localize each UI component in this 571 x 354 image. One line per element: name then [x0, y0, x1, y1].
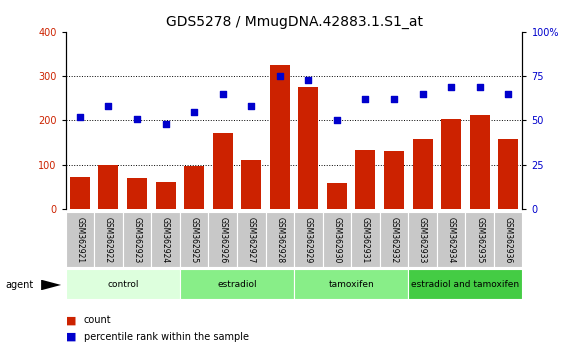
Bar — [237, 212, 266, 267]
Bar — [323, 212, 351, 267]
Point — [304, 77, 313, 82]
Bar — [470, 115, 490, 209]
Bar — [498, 139, 518, 209]
Point — [132, 116, 142, 121]
Bar — [94, 212, 123, 267]
Text: ■: ■ — [66, 315, 76, 325]
Bar — [408, 269, 522, 299]
Point — [389, 96, 399, 102]
Bar — [127, 178, 147, 209]
Point — [104, 103, 113, 109]
Text: GSM362934: GSM362934 — [447, 217, 456, 263]
Text: GSM362924: GSM362924 — [161, 217, 170, 263]
Bar — [184, 166, 204, 209]
Text: GSM362925: GSM362925 — [190, 217, 199, 263]
Point — [275, 73, 284, 79]
Bar — [151, 212, 180, 267]
Text: GSM362926: GSM362926 — [218, 217, 227, 263]
Text: estradiol: estradiol — [217, 280, 257, 289]
Bar — [208, 212, 237, 267]
Text: ■: ■ — [66, 332, 76, 342]
Point — [361, 96, 370, 102]
Text: GSM362932: GSM362932 — [389, 217, 399, 263]
Text: percentile rank within the sample: percentile rank within the sample — [84, 332, 249, 342]
Bar — [437, 212, 465, 267]
Bar — [294, 212, 323, 267]
Point — [218, 91, 227, 97]
Bar — [494, 212, 522, 267]
Point — [332, 118, 341, 123]
Point — [475, 84, 484, 90]
Text: GSM362928: GSM362928 — [275, 217, 284, 263]
Bar — [408, 212, 437, 267]
Bar — [299, 87, 319, 209]
Bar — [180, 212, 208, 267]
Point — [247, 103, 256, 109]
Text: GSM362931: GSM362931 — [361, 217, 370, 263]
Polygon shape — [41, 280, 61, 290]
Bar — [355, 150, 375, 209]
Bar — [294, 269, 408, 299]
Point — [161, 121, 170, 127]
Bar — [123, 212, 151, 267]
Bar — [380, 212, 408, 267]
Text: agent: agent — [6, 280, 34, 290]
Bar — [351, 212, 380, 267]
Bar — [213, 133, 233, 209]
Bar — [327, 183, 347, 209]
Text: GSM362929: GSM362929 — [304, 217, 313, 263]
Bar — [270, 65, 290, 209]
Text: GSM362933: GSM362933 — [418, 217, 427, 263]
Bar — [99, 165, 119, 209]
Text: estradiol and tamoxifen: estradiol and tamoxifen — [411, 280, 520, 289]
Text: tamoxifen: tamoxifen — [328, 280, 374, 289]
Bar — [465, 212, 494, 267]
Bar — [66, 269, 180, 299]
Point — [75, 114, 85, 120]
Text: GSM362927: GSM362927 — [247, 217, 256, 263]
Text: GSM362921: GSM362921 — [75, 217, 85, 263]
Bar — [66, 212, 94, 267]
Text: control: control — [107, 280, 139, 289]
Point — [447, 84, 456, 90]
Text: GSM362922: GSM362922 — [104, 217, 113, 263]
Bar — [180, 269, 294, 299]
Text: GSM362923: GSM362923 — [132, 217, 142, 263]
Bar — [266, 212, 294, 267]
Text: GSM362930: GSM362930 — [332, 217, 341, 263]
Text: count: count — [84, 315, 111, 325]
Point — [418, 91, 427, 97]
Bar — [412, 139, 433, 209]
Bar — [384, 152, 404, 209]
Bar — [155, 182, 176, 209]
Text: GSM362936: GSM362936 — [504, 217, 513, 263]
Bar — [70, 177, 90, 209]
Text: GSM362935: GSM362935 — [475, 217, 484, 263]
Point — [190, 109, 199, 114]
Title: GDS5278 / MmugDNA.42883.1.S1_at: GDS5278 / MmugDNA.42883.1.S1_at — [166, 16, 423, 29]
Bar — [241, 160, 262, 209]
Bar — [441, 120, 461, 209]
Point — [504, 91, 513, 97]
